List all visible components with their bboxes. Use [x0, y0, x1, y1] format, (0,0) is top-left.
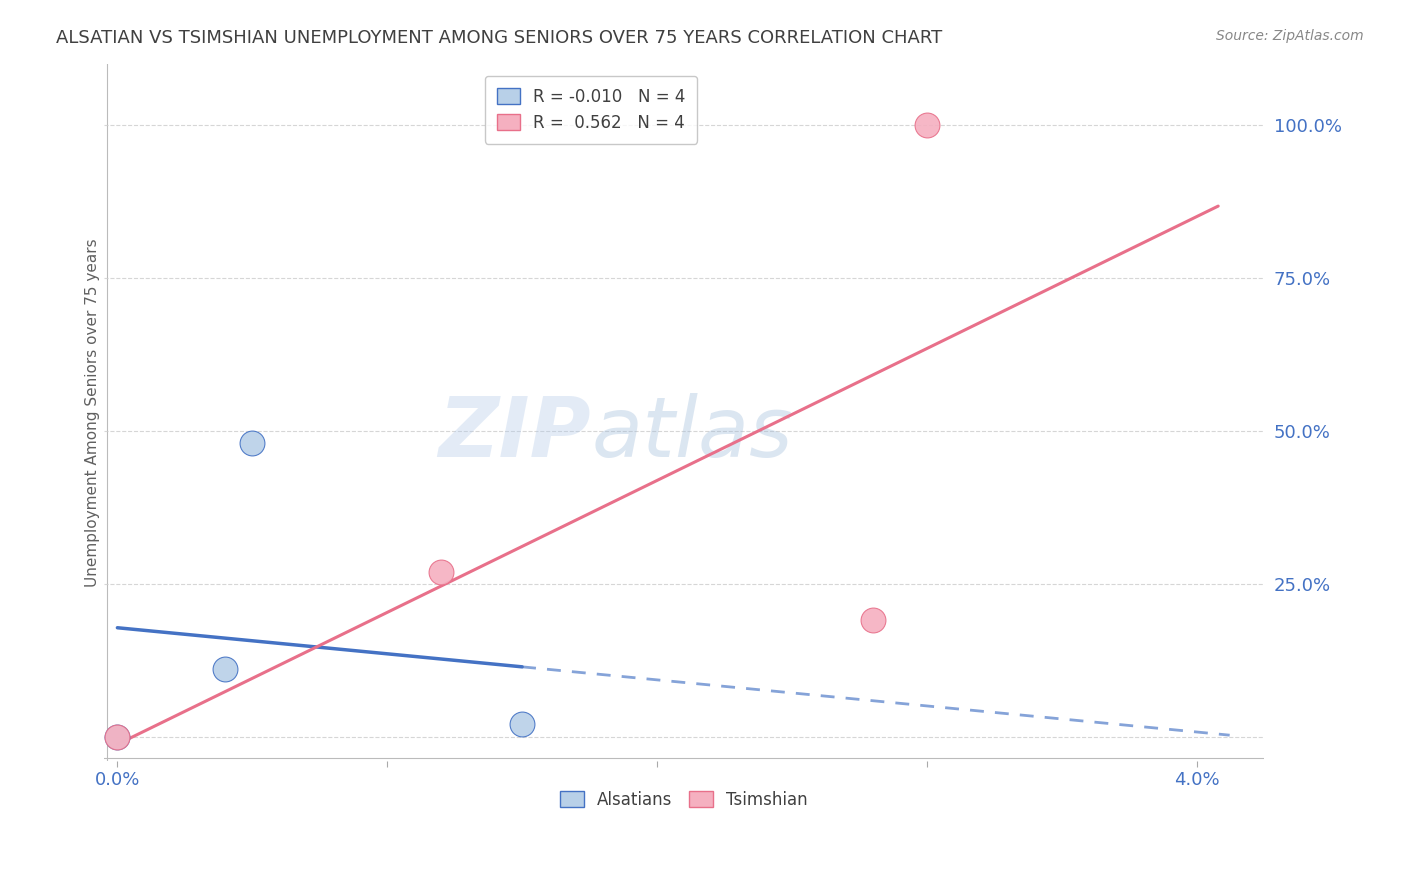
Point: [240, 436, 263, 450]
Text: Source: ZipAtlas.com: Source: ZipAtlas.com: [1216, 29, 1364, 43]
Point: [510, 717, 533, 731]
Text: ALSATIAN VS TSIMSHIAN UNEMPLOYMENT AMONG SENIORS OVER 75 YEARS CORRELATION CHART: ALSATIAN VS TSIMSHIAN UNEMPLOYMENT AMONG…: [56, 29, 942, 46]
Point: [214, 662, 236, 676]
Y-axis label: Unemployment Among Seniors over 75 years: Unemployment Among Seniors over 75 years: [86, 238, 100, 587]
Legend: Alsatians, Tsimshian: Alsatians, Tsimshian: [554, 784, 814, 815]
Point: [862, 614, 884, 628]
Point: [430, 565, 453, 579]
Text: atlas: atlas: [591, 393, 793, 474]
Point: [107, 730, 129, 744]
Point: [915, 118, 938, 132]
Text: ZIP: ZIP: [439, 393, 591, 474]
Point: [107, 730, 129, 744]
